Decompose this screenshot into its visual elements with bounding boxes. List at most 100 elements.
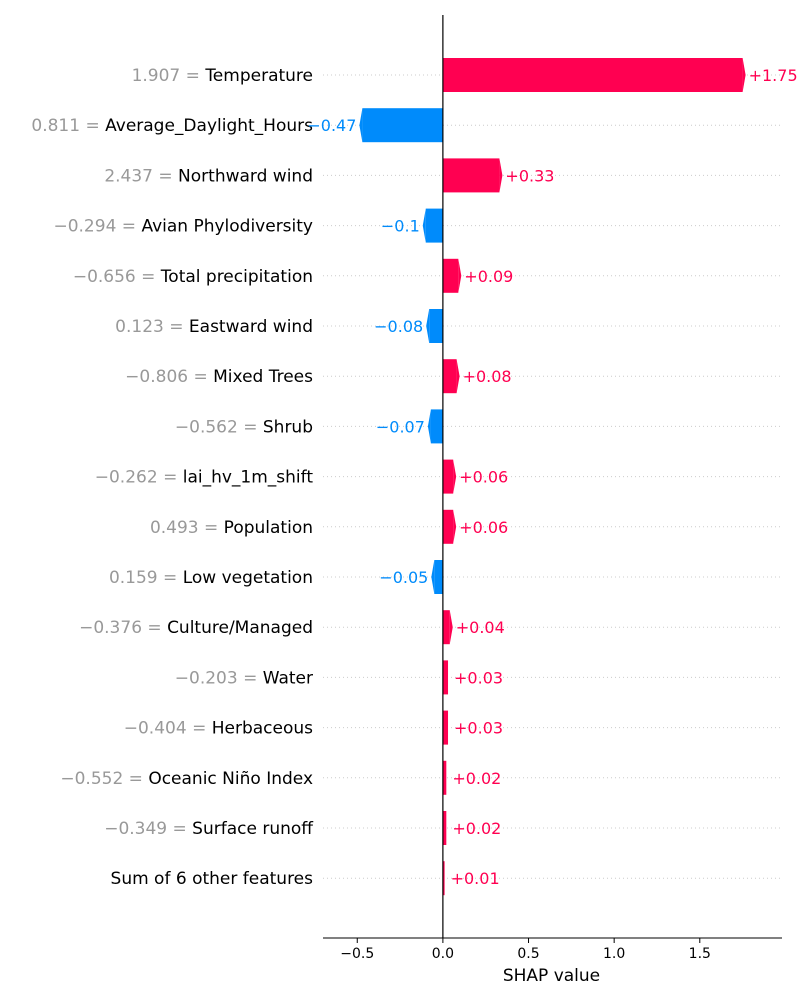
feature-label: −0.262 = lai_hv_1m_shift [95, 468, 314, 488]
feature-name: Water [263, 668, 313, 688]
bar-tip [426, 309, 430, 343]
bar-value-labels: +1.75 −0.47 +0.33 −0.1 +0.09 −0.08 +0.08 −0.07 +… [307, 66, 797, 888]
feature-value: 1.907 = [132, 66, 206, 86]
bar-positive [442, 459, 454, 494]
feature-label: −0.404 = Herbaceous [124, 719, 313, 739]
feature-name: Herbaceous [212, 719, 313, 739]
feature-label: 0.493 = Population [150, 518, 313, 538]
bar-value-label: −0.07 [376, 417, 425, 436]
feature-label: Sum of 6 other features [111, 869, 314, 889]
feature-label: 0.159 = Low vegetation [109, 568, 313, 588]
bar-value-label: +0.06 [459, 468, 508, 487]
feature-value: 0.159 = [109, 568, 183, 588]
feature-name: Population [224, 518, 313, 538]
x-tick-label: −0.5 [340, 946, 374, 962]
feature-name: Avian Phylodiversity [141, 217, 313, 237]
bar-value-label: +1.75 [749, 66, 798, 85]
feature-value: −0.349 = [104, 819, 192, 839]
feature-name: Oceanic Niño Index [148, 769, 313, 789]
feature-value: 0.123 = [115, 317, 189, 337]
feature-value: −0.262 = [95, 468, 183, 488]
bar-value-label: −0.08 [374, 317, 423, 336]
bar-value-label: +0.03 [454, 719, 503, 738]
x-tick-label: 1.5 [689, 946, 711, 962]
x-axis-label: SHAP value [503, 966, 600, 986]
feature-value: −0.656 = [73, 267, 161, 287]
bar-positive [442, 258, 459, 293]
feature-value: −0.806 = [125, 367, 213, 387]
feature-value: −0.203 = [175, 668, 263, 688]
bar-value-label: +0.08 [463, 367, 512, 386]
feature-value: 0.811 = [31, 116, 105, 136]
feature-name: Culture/Managed [167, 618, 313, 638]
feature-name: Eastward wind [189, 317, 313, 337]
feature-value: 0.493 = [150, 518, 224, 538]
bar-positive [442, 359, 457, 394]
bar-value-label: +0.33 [505, 166, 554, 185]
feature-label: −0.376 = Culture/Managed [79, 618, 313, 638]
feature-name: Temperature [204, 66, 313, 86]
feature-label: −0.806 = Mixed Trees [125, 367, 313, 387]
feature-value: −0.552 = [60, 769, 148, 789]
x-tick-label: 1.0 [603, 946, 625, 962]
feature-label: −0.294 = Avian Phylodiversity [53, 217, 313, 237]
x-tick-label: 0.5 [517, 946, 539, 962]
bar-positive [442, 610, 450, 645]
feature-name: Mixed Trees [213, 367, 313, 387]
feature-name: Low vegetation [183, 568, 313, 588]
bars [359, 58, 746, 896]
feature-label: −0.656 = Total precipitation [73, 267, 313, 287]
bar-tip [453, 459, 457, 494]
feature-label: 0.811 = Average_Daylight_Hours [31, 116, 313, 136]
bar-negative [434, 560, 443, 594]
bar-value-label: −0.1 [381, 217, 420, 236]
bar-positive [442, 509, 454, 544]
bar-positive [442, 158, 500, 193]
bar-positive [442, 760, 447, 795]
bar-tip [427, 409, 431, 444]
bar-tip [453, 509, 457, 544]
feature-label: 2.437 = Northward wind [104, 166, 313, 186]
bar-value-label: +0.06 [459, 518, 508, 537]
bar-tip [458, 258, 462, 293]
bar-negative [362, 108, 443, 143]
bar-tip [499, 158, 503, 193]
bar-positive [442, 58, 743, 92]
feature-label: −0.203 = Water [175, 668, 313, 688]
feature-label: 0.123 = Eastward wind [115, 317, 313, 337]
x-tick-label: 0.0 [432, 946, 454, 962]
bar-value-label: +0.03 [454, 668, 503, 687]
bar-value-label: +0.01 [451, 869, 500, 888]
bar-value-label: +0.02 [452, 819, 501, 838]
feature-name: Average_Daylight_Hours [105, 116, 313, 136]
grid-lines [323, 74, 782, 879]
feature-name: Shrub [263, 417, 313, 437]
feature-value: −0.376 = [79, 618, 167, 638]
feature-label: −0.349 = Surface runoff [104, 819, 314, 839]
bar-tip [359, 108, 363, 143]
bar-negative [425, 208, 443, 243]
feature-value: −0.404 = [124, 719, 212, 739]
x-axis-ticks: −0.5 0.0 0.5 1.0 1.5 [340, 938, 711, 962]
bar-tip [431, 560, 435, 594]
feature-name: lai_hv_1m_shift [183, 468, 314, 488]
bar-value-label: −0.05 [379, 568, 428, 587]
feature-label: 1.907 = Temperature [132, 66, 313, 86]
feature-value: −0.562 = [175, 417, 263, 437]
feature-value: 2.437 = [104, 166, 178, 186]
feature-value: −0.294 = [53, 217, 141, 237]
bar-value-label: +0.09 [464, 267, 513, 286]
feature-name: Surface runoff [192, 819, 314, 839]
bar-negative [430, 409, 443, 444]
bar-tip [742, 58, 746, 92]
bar-value-label: −0.47 [307, 116, 356, 135]
bar-negative [429, 309, 443, 343]
bar-positive [442, 660, 449, 695]
feature-name: Total precipitation [160, 267, 313, 287]
bar-tip [422, 208, 426, 243]
bar-positive [442, 861, 445, 896]
bar-positive [442, 811, 447, 845]
feature-labels: 1.907 = Temperature 0.811 = Average_Dayli… [31, 66, 314, 889]
feature-name: Sum of 6 other features [111, 869, 314, 889]
